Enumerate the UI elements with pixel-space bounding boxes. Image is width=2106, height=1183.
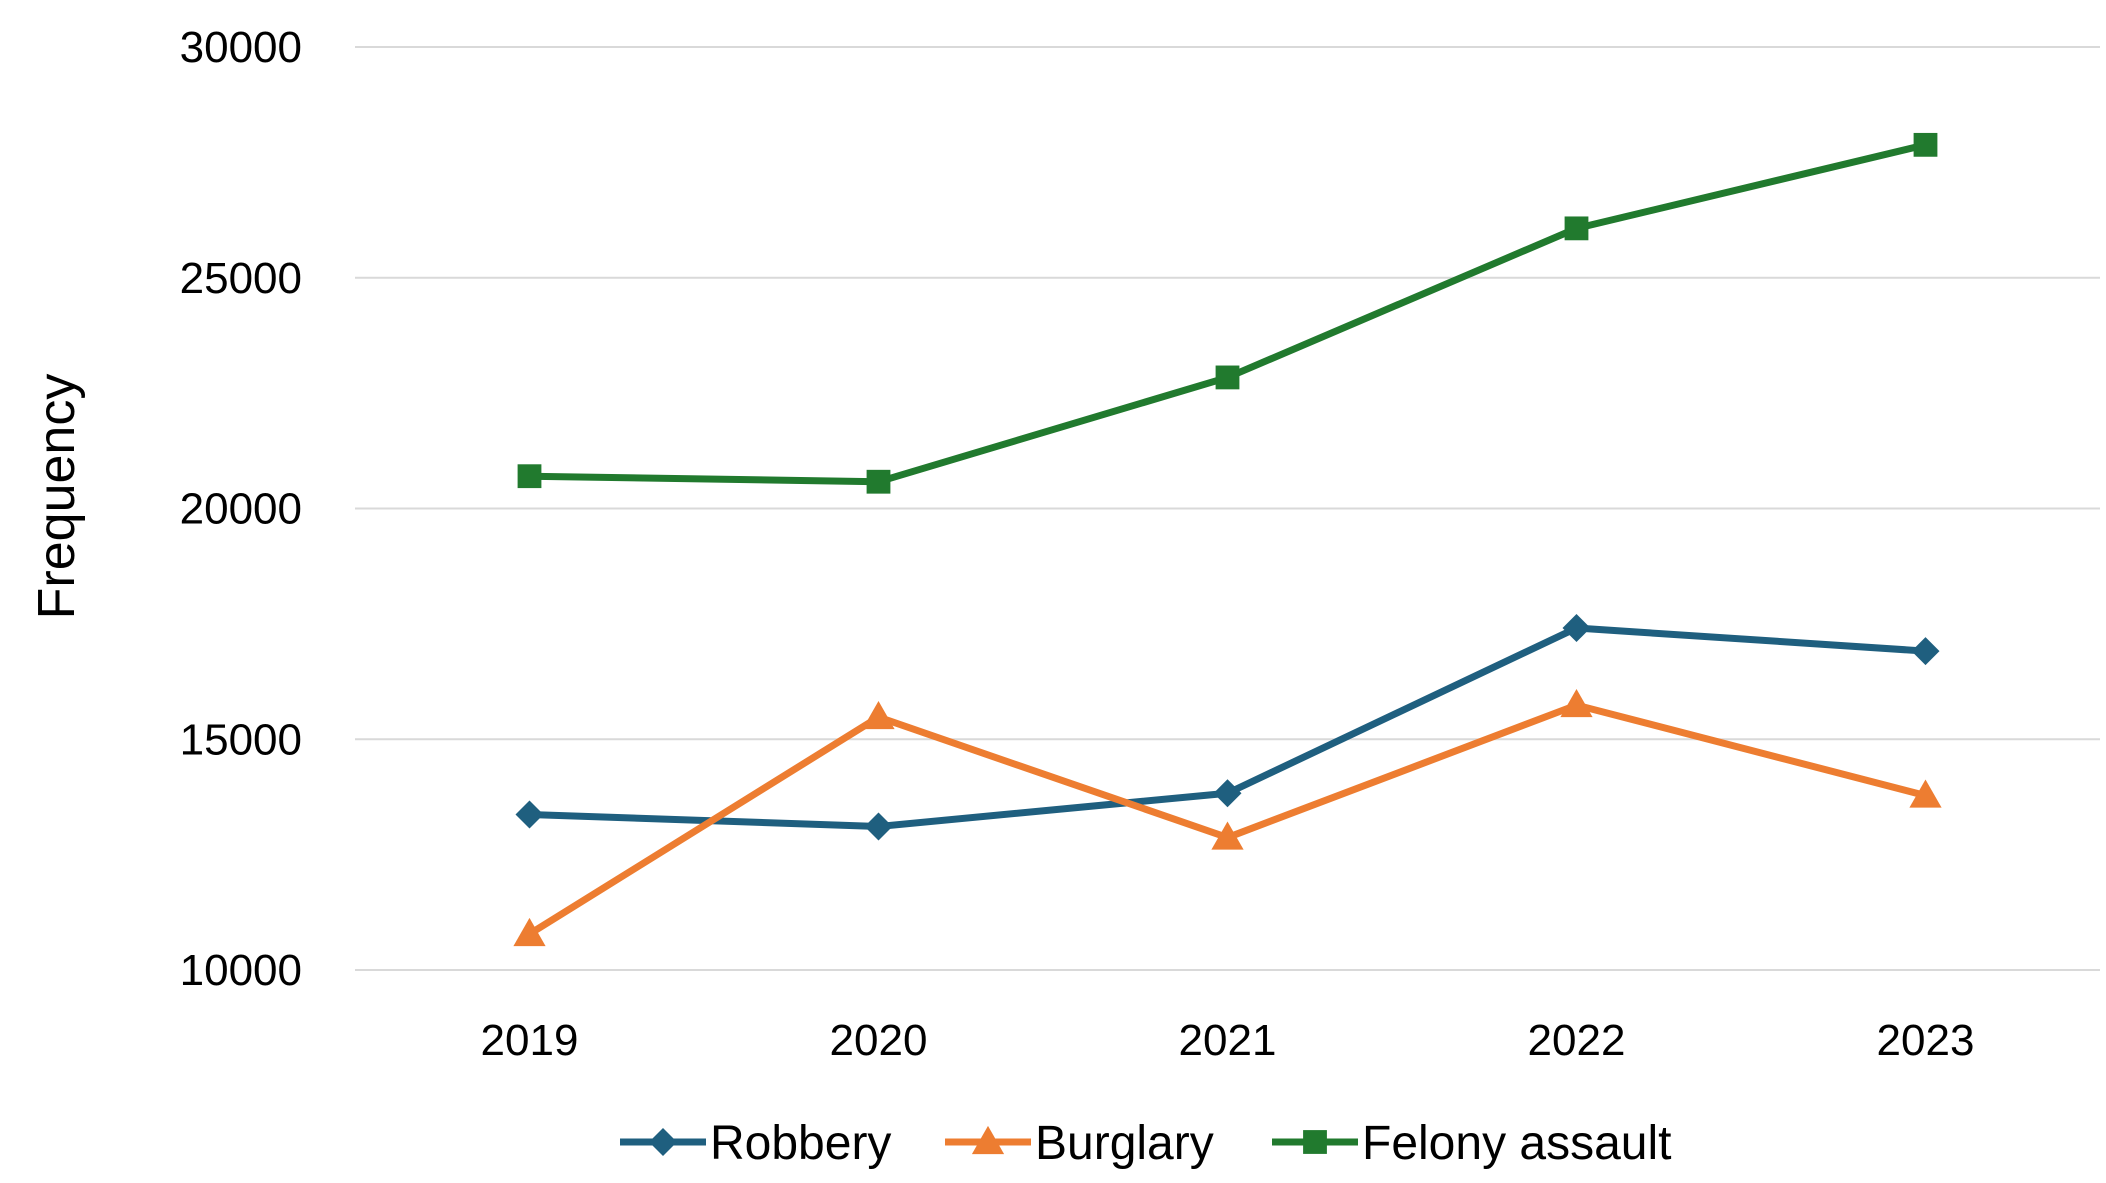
- data-point: [1911, 637, 1940, 666]
- x-tick-label: 2021: [1179, 1016, 1277, 1065]
- data-point: [1211, 821, 1244, 850]
- data-point: [1213, 779, 1242, 808]
- legend-label: Felony assault: [1362, 1117, 1672, 1170]
- series-lines: [513, 132, 1942, 947]
- y-tick-label: 25000: [180, 254, 302, 303]
- data-point: [517, 464, 542, 489]
- data-point: [1562, 614, 1591, 643]
- legend-marker: [649, 1128, 677, 1156]
- data-point: [862, 700, 895, 730]
- data-point: [1909, 779, 1942, 808]
- legend-marker: [971, 1125, 1005, 1155]
- y-tick-label: 10000: [180, 946, 302, 995]
- data-point: [515, 800, 544, 829]
- y-tick-label: 20000: [180, 485, 302, 534]
- data-point: [1564, 216, 1589, 241]
- x-tick-label: 2020: [830, 1016, 928, 1065]
- data-point: [1560, 688, 1593, 718]
- legend-label: Robbery: [710, 1117, 891, 1170]
- gridlines: [355, 46, 2100, 971]
- y-tick-label: 30000: [180, 23, 302, 72]
- x-tick-label: 2022: [1528, 1016, 1626, 1065]
- y-axis-ticks: 10000 15000 20000 25000 30000: [180, 23, 302, 995]
- data-point: [864, 812, 893, 841]
- series-robbery: [515, 614, 1940, 841]
- data-point: [866, 469, 891, 494]
- series-line: [529, 141, 1927, 486]
- data-point: [1215, 365, 1240, 390]
- legend-item: Robbery: [620, 1117, 891, 1170]
- legend-item: Burglary: [945, 1117, 1214, 1170]
- x-tick-label: 2019: [481, 1016, 579, 1065]
- y-axis-title: Frequency: [28, 374, 86, 620]
- series-felony-assault: [517, 132, 1938, 494]
- legend: Robbery Burglary Felony assault: [620, 1117, 1672, 1170]
- y-tick-label: 15000: [180, 715, 302, 764]
- x-axis-ticks: 2019 2020 2021 2022 2023: [481, 1016, 1975, 1065]
- series-burglary: [513, 688, 1942, 947]
- x-tick-label: 2023: [1877, 1016, 1975, 1065]
- legend-marker: [1303, 1130, 1327, 1154]
- legend-item: Felony assault: [1272, 1117, 1672, 1170]
- data-point: [513, 917, 546, 947]
- data-point: [1913, 132, 1938, 157]
- legend-label: Burglary: [1035, 1117, 1214, 1170]
